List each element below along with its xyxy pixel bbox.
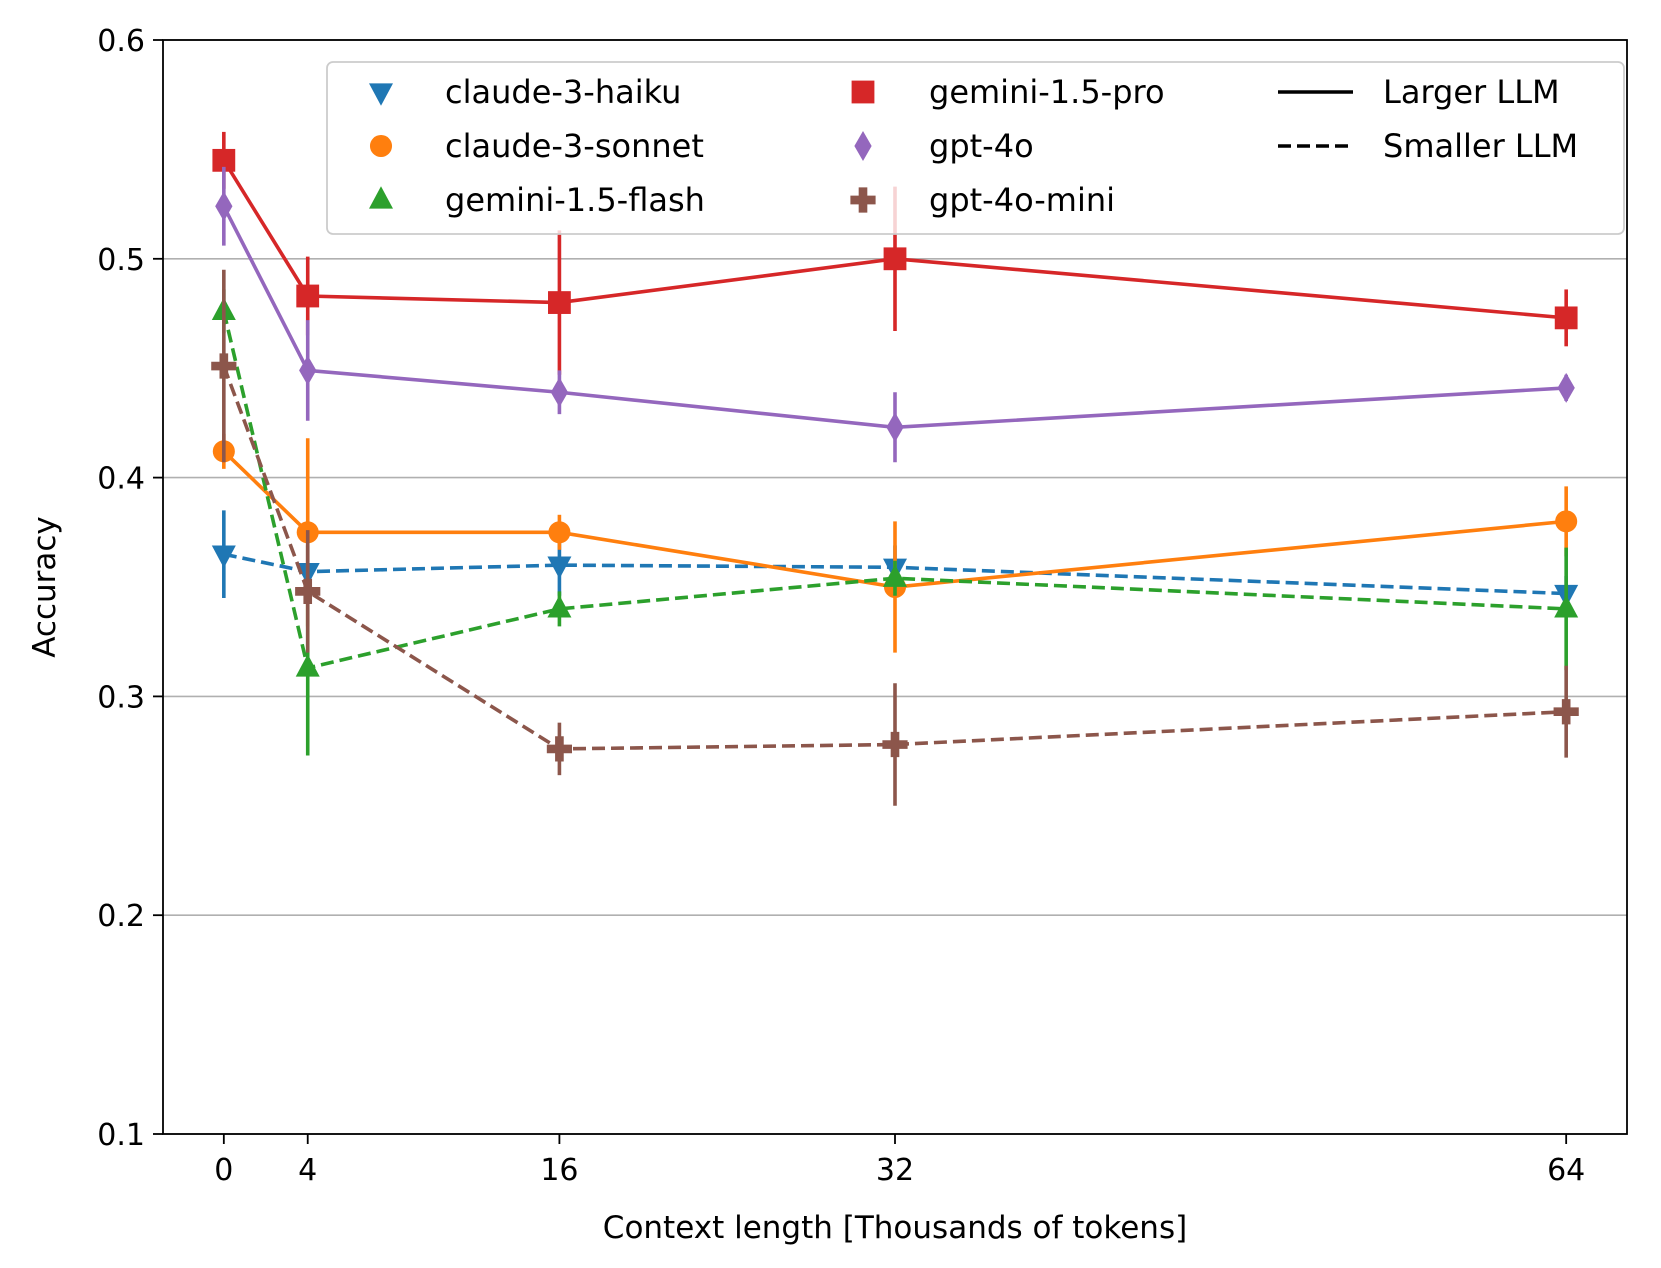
series-gemini-1.5-pro [212, 131, 1578, 375]
x-tick-label-0: 0 [214, 1153, 233, 1188]
legend-item-claude-3-sonnet: claude-3-sonnet [369, 127, 704, 165]
x-tick-label-2: 16 [540, 1153, 578, 1188]
data-point-claude-3-haiku-0 [211, 545, 236, 568]
legend-label-claude-3-haiku: claude-3-haiku [445, 73, 681, 111]
legend-item-solid: Larger LLM [1278, 73, 1560, 111]
legend-label-gemini-1.5-flash: gemini-1.5-flash [445, 181, 705, 219]
series-layer [211, 131, 1579, 806]
legend-label-gemini-1.5-pro: gemini-1.5-pro [929, 73, 1165, 111]
data-point-gemini-1.5-flash-1 [295, 654, 320, 677]
data-point-claude-3-sonnet-4 [1555, 510, 1578, 533]
axes: 0.1 0.2 0.3 0.4 0.5 0.6 0 4 16 32 64 [97, 24, 1628, 1188]
legend-marker-claude-3-sonnet [369, 134, 393, 158]
series-claude-3-sonnet [212, 433, 1578, 653]
y-tick-label-0: 0.1 [97, 1118, 145, 1153]
series-gpt-4o-mini [211, 269, 1579, 806]
x-tick-label-3: 32 [876, 1153, 914, 1188]
legend-item-gemini-1.5-flash: gemini-1.5-flash [369, 181, 705, 219]
data-point-gemini-1.5-pro-0 [212, 148, 236, 172]
data-point-gpt-4o-mini-4 [1553, 699, 1579, 725]
series-line-gemini-1.5-flash [222, 310, 1567, 671]
x-tick-label-1: 4 [298, 1153, 317, 1188]
legend: claude-3-haiku claude-3-sonnet gemini-1.5-… [326, 61, 1625, 235]
data-point-gemini-1.5-flash-4 [1554, 595, 1579, 618]
y-tick-label-4: 0.5 [97, 243, 145, 278]
series-gpt-4o [215, 166, 1575, 463]
legend-label-dashed: Smaller LLM [1383, 127, 1578, 165]
legend-marker-claude-3-haiku [369, 83, 393, 106]
legend-item-gemini-1.5-pro: gemini-1.5-pro [851, 73, 1165, 111]
data-point-gpt-4o-3 [886, 412, 904, 443]
x-tick-label-4: 64 [1547, 1153, 1585, 1188]
y-tick-label-3: 0.4 [97, 462, 145, 497]
legend-item-claude-3-haiku: claude-3-haiku [369, 73, 681, 111]
data-point-gemini-1.5-flash-2 [547, 595, 572, 618]
data-point-claude-3-haiku-2 [547, 556, 572, 579]
legend-label-gpt-4o: gpt-4o [929, 127, 1034, 165]
data-point-gemini-1.5-pro-4 [1554, 306, 1578, 330]
y-tick-label-5: 0.6 [97, 24, 145, 59]
legend-item-dashed: Smaller LLM [1278, 127, 1578, 165]
series-line-claude-3-haiku [223, 552, 1567, 596]
legend-marker-gpt-4o-mini [850, 187, 876, 213]
data-point-gpt-4o-1 [299, 355, 317, 386]
data-point-gpt-4o-0 [215, 191, 233, 222]
data-point-gemini-1.5-flash-3 [883, 564, 907, 587]
data-point-gemini-1.5-pro-1 [296, 284, 320, 308]
legend-marker-gemini-1.5-pro [851, 80, 875, 104]
y-tick-label-1: 0.2 [97, 899, 145, 934]
data-point-claude-3-sonnet-2 [548, 521, 571, 544]
data-point-gemini-1.5-pro-2 [548, 291, 571, 314]
data-point-gpt-4o-mini-0 [211, 353, 237, 379]
legend-marker-gpt-4o [854, 131, 872, 161]
legend-label-claude-3-sonnet: claude-3-sonnet [445, 127, 704, 165]
data-point-gemini-1.5-pro-3 [883, 247, 907, 271]
legend-label-solid: Larger LLM [1383, 73, 1560, 111]
data-point-gpt-4o-2 [550, 377, 569, 408]
y-tick-label-2: 0.3 [97, 680, 145, 715]
legend-item-gpt-4o-mini: gpt-4o-mini [850, 181, 1115, 219]
x-axis-label: Context length [Thousands of tokens] [603, 1210, 1187, 1246]
legend-marker-gemini-1.5-flash [369, 186, 393, 209]
legend-box [326, 61, 1625, 235]
data-point-gpt-4o-mini-1 [295, 578, 321, 604]
data-point-gpt-4o-mini-3 [882, 731, 908, 758]
data-point-gpt-4o-mini-2 [546, 736, 573, 762]
legend-label-gpt-4o-mini: gpt-4o-mini [929, 181, 1115, 219]
legend-item-gpt-4o: gpt-4o [854, 127, 1034, 165]
data-point-gpt-4o-4 [1557, 372, 1575, 403]
y-axis-label: Accuracy [27, 516, 63, 658]
